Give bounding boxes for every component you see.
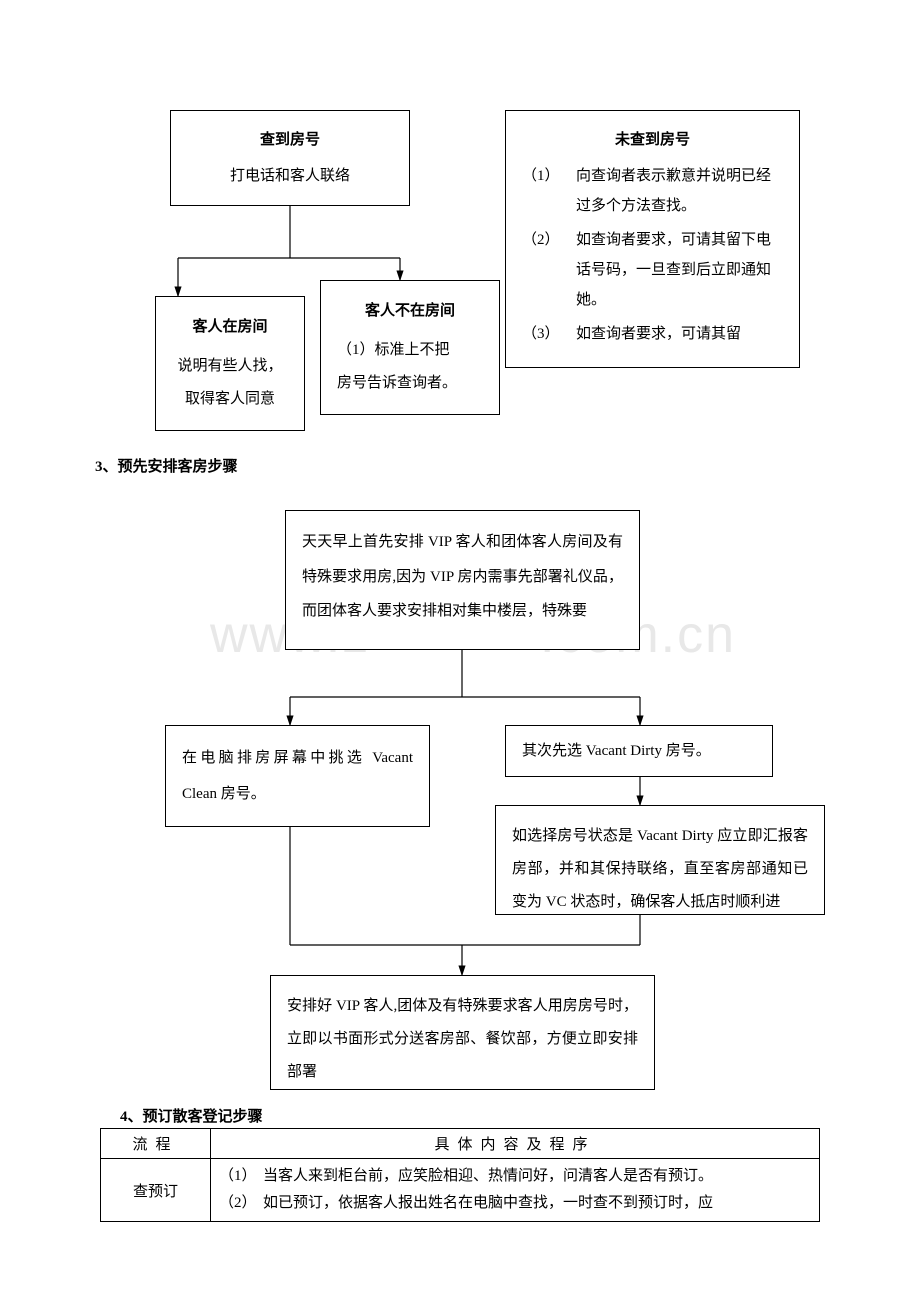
procedure-table: 流程 具体内容及程序 查预订 （1）当客人来到柜台前，应笑脸相迎、热情问好，问清… xyxy=(100,1128,820,1222)
nf-item-num: （2） xyxy=(522,225,576,315)
node-guest-notinroom: 客人不在房间 （1）标准上不把 房号告诉查询者。 xyxy=(320,280,500,415)
table-row-step: 查预订 xyxy=(101,1159,211,1222)
table-item-txt: 如已预订，依据客人报出姓名在电脑中查找，一时查不到预订时，应 xyxy=(263,1190,811,1217)
node-vacant-clean: 在电脑排房屏幕中挑选 Vacant Clean 房号。 xyxy=(165,725,430,827)
nf-item-num: （1） xyxy=(522,161,576,221)
node-notfound-room-title: 未查到房号 xyxy=(522,125,783,155)
nf-item-num: （3） xyxy=(522,319,576,349)
node-guest-notinroom-l2: 房号告诉查询者。 xyxy=(337,367,483,400)
node-morning-arrange: 天天早上首先安排 VIP 客人和团体客人房间及有特殊要求用房,因为 VIP 房内… xyxy=(285,510,640,650)
node-vacant-dirty-text: 其次先选 Vacant Dirty 房号。 xyxy=(522,736,756,766)
table-header-flow: 流程 xyxy=(101,1129,211,1159)
node-arrange-done-text: 安排好 VIP 客人,团体及有特殊要求客人用房房号时，立即以书面形式分送客房部、… xyxy=(287,990,638,1089)
node-arrange-done: 安排好 VIP 客人,团体及有特殊要求客人用房房号时，立即以书面形式分送客房部、… xyxy=(270,975,655,1090)
node-guest-inroom: 客人在房间 说明有些人找， 取得客人同意 xyxy=(155,296,305,431)
node-guest-inroom-l1: 说明有些人找， xyxy=(172,350,288,383)
node-vacant-clean-text: 在电脑排房屏幕中挑选 Vacant Clean 房号。 xyxy=(182,740,413,812)
node-found-room: 查到房号 打电话和客人联络 xyxy=(170,110,410,206)
node-guest-notinroom-title: 客人不在房间 xyxy=(337,295,483,328)
table-item-num: （1） xyxy=(219,1163,263,1190)
node-notfound-room-list: （1）向查询者表示歉意并说明已经过多个方法查找。 （2）如查询者要求，可请其留下… xyxy=(522,161,783,349)
node-guest-inroom-title: 客人在房间 xyxy=(172,311,288,344)
node-morning-arrange-text: 天天早上首先安排 VIP 客人和团体客人房间及有特殊要求用房,因为 VIP 房内… xyxy=(302,525,623,629)
nf-item-txt: 如查询者要求，可请其留下电话号码，一旦查到后立即通知她。 xyxy=(576,225,783,315)
node-vacant-dirty-detail: 如选择房号状态是 Vacant Dirty 应立即汇报客房部，并和其保持联络，直… xyxy=(495,805,825,915)
node-guest-notinroom-l1: （1）标准上不把 xyxy=(337,334,483,367)
table-row-content: （1）当客人来到柜台前，应笑脸相迎、热情问好，问清客人是否有预订。 （2）如已预… xyxy=(211,1159,820,1222)
node-vacant-dirty-detail-text: 如选择房号状态是 Vacant Dirty 应立即汇报客房部，并和其保持联络，直… xyxy=(512,820,808,915)
table-item-txt: 当客人来到柜台前，应笑脸相迎、热情问好，问清客人是否有预订。 xyxy=(263,1163,811,1190)
node-vacant-dirty: 其次先选 Vacant Dirty 房号。 xyxy=(505,725,773,777)
nf-item-txt: 如查询者要求，可请其留 xyxy=(576,319,783,349)
table-item-num: （2） xyxy=(219,1190,263,1217)
nf-item-txt: 向查询者表示歉意并说明已经过多个方法查找。 xyxy=(576,161,783,221)
node-notfound-room: 未查到房号 （1）向查询者表示歉意并说明已经过多个方法查找。 （2）如查询者要求… xyxy=(505,110,800,368)
node-found-room-text: 打电话和客人联络 xyxy=(187,161,393,191)
table-header-content: 具体内容及程序 xyxy=(211,1129,820,1159)
section-3-heading: 3、预先安排客房步骤 xyxy=(95,455,238,476)
node-guest-inroom-l2: 取得客人同意 xyxy=(172,383,288,416)
node-found-room-title: 查到房号 xyxy=(187,125,393,155)
section-4-heading: 4、预订散客登记步骤 xyxy=(120,1105,263,1126)
